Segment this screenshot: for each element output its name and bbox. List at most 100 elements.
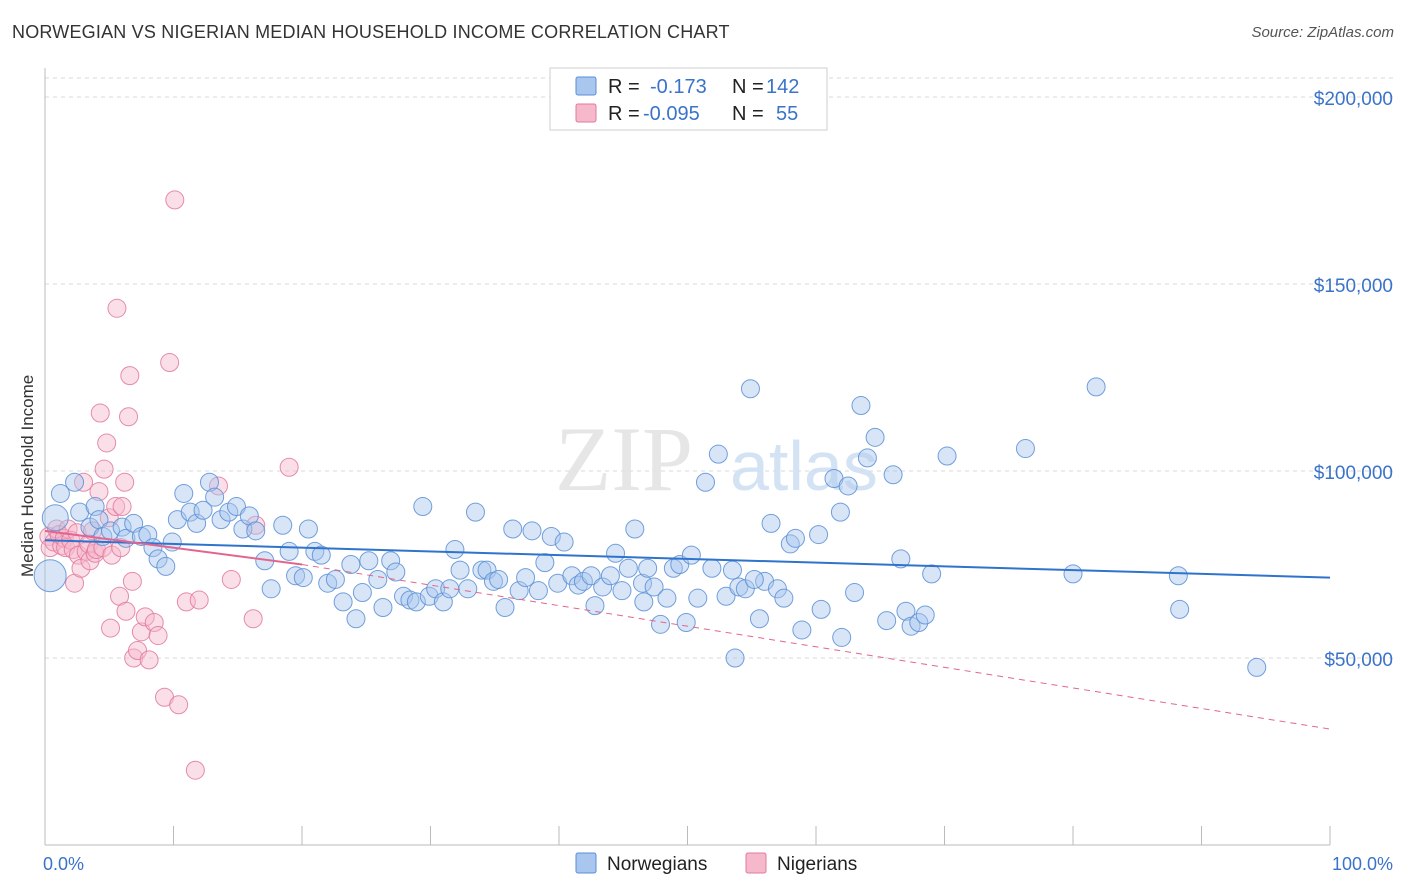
- x-tick-label-0: 0.0%: [43, 854, 84, 874]
- norwegian-point-91: [644, 577, 664, 597]
- norwegian-point-64: [472, 560, 492, 580]
- norwegian-point-45: [346, 609, 366, 629]
- series-legend: Norwegians Nigerians: [575, 852, 857, 875]
- nigerian-point-25: [94, 459, 114, 479]
- norwegian-point-112: [780, 534, 800, 554]
- nigerian-point-36: [116, 601, 136, 621]
- norwegian-point-16: [148, 549, 168, 569]
- norwegian-point-115: [811, 599, 831, 619]
- norwegian-point-135: [1168, 566, 1188, 586]
- norwegian-point-50: [381, 551, 401, 571]
- norwegian-point-68: [495, 598, 515, 618]
- watermark-zip: ZIP: [555, 408, 693, 510]
- nigerian-trend-line: [44, 529, 303, 566]
- norwegian-point-79: [568, 575, 588, 595]
- norwegian-point-77: [554, 532, 574, 552]
- norwegian-point-13: [131, 526, 151, 546]
- nigerian-point-48: [160, 353, 180, 373]
- nigerian-point-31: [107, 298, 127, 318]
- norwegian-point-46: [352, 583, 372, 603]
- norwegian-point-60: [445, 540, 465, 560]
- norwegian-point-35: [279, 541, 299, 561]
- norwegian-trend-line: [44, 539, 1331, 579]
- nigerian-point-39: [122, 571, 142, 591]
- nigerian-point-26: [97, 433, 117, 453]
- norwegian-point-31: [246, 521, 266, 541]
- nigerian-point-35: [115, 472, 135, 492]
- nigerian-point-28: [101, 618, 121, 638]
- axes: [44, 68, 1331, 846]
- norwegian-point-43: [333, 592, 353, 612]
- x-tick-label-1: 100.0%: [1332, 854, 1393, 874]
- norwegian-point-142: [634, 592, 654, 612]
- norwegian-point-75: [541, 526, 561, 546]
- nigerian-point-22: [89, 482, 109, 502]
- norwegian-point-39: [305, 541, 325, 561]
- norwegian-point-136: [1170, 599, 1190, 619]
- nigerian-point-37: [119, 407, 139, 427]
- legend-swatch-norwegians: [575, 76, 597, 96]
- norwegian-point-78: [562, 566, 582, 586]
- y-tick-label-0: $50,000: [1324, 650, 1393, 671]
- bottom-legend-swatch-nigerians: [745, 852, 767, 874]
- norwegian-point-103: [722, 560, 742, 580]
- norwegian-point-62: [458, 579, 478, 599]
- norwegian-point-51: [386, 562, 406, 582]
- norwegian-point-3: [65, 472, 85, 492]
- norwegian-point-40: [311, 545, 331, 565]
- nigerian-point-43: [135, 607, 155, 627]
- norwegian-point-99: [695, 472, 715, 492]
- norwegian-point-125: [891, 549, 911, 569]
- legend-n-value-1: 142: [766, 76, 799, 98]
- norwegian-point-73: [528, 581, 548, 601]
- norwegian-point-71: [516, 568, 536, 588]
- norwegian-point-37: [293, 568, 313, 588]
- norwegian-point-121: [857, 448, 877, 468]
- norwegian-point-101: [708, 444, 728, 464]
- norwegian-point-122: [865, 427, 885, 447]
- legend-r-label-1: R =: [608, 76, 640, 98]
- norwegian-point-111: [774, 588, 794, 608]
- norwegian-point-130: [922, 564, 942, 584]
- norwegian-point-25: [205, 487, 225, 507]
- legend-n-label-1: N =: [732, 76, 764, 98]
- norwegian-point-93: [657, 588, 677, 608]
- bottom-legend-swatch-norwegians: [575, 852, 597, 874]
- norwegian-point-72: [522, 521, 542, 541]
- norwegian-point-24: [199, 472, 219, 492]
- nigerian-point-30: [106, 497, 126, 517]
- norwegian-point-117: [832, 627, 852, 647]
- watermark-atlas: atlas: [730, 427, 878, 505]
- norwegian-point-42: [325, 569, 345, 589]
- norwegian-point-133: [1063, 564, 1083, 584]
- trend-lines: [44, 529, 1331, 730]
- norwegian-point-23: [193, 500, 213, 520]
- norwegian-point-123: [877, 611, 897, 631]
- legend-n-label-2: N =: [732, 103, 764, 125]
- y-tick-labels: $50,000 $100,000 $150,000 $200,000: [1314, 89, 1393, 671]
- y-tick-label-1: $100,000: [1314, 463, 1393, 484]
- norwegian-point-119: [845, 583, 865, 603]
- norwegian-point-96: [676, 612, 696, 632]
- stats-legend: R = -0.173 N = 142 R = -0.095 N = 55: [549, 67, 828, 131]
- norwegian-point-102: [716, 586, 736, 606]
- nigerian-point-34: [112, 497, 132, 517]
- norwegian-point-114: [792, 620, 812, 640]
- norwegian-point-67: [489, 569, 509, 589]
- norwegian-point-107: [749, 609, 769, 629]
- legend-n-value-2: 55: [776, 103, 798, 125]
- norwegian-point-36: [286, 566, 306, 586]
- nigerian-point-56: [243, 609, 263, 629]
- norwegian-point-88: [625, 519, 645, 539]
- norwegian-point-137: [1247, 657, 1267, 677]
- norwegian-point-26: [211, 510, 231, 530]
- norwegian-point-86: [612, 581, 632, 601]
- norwegian-point-34: [273, 515, 293, 535]
- nigerian-point-44: [139, 650, 159, 670]
- norwegian-point-92: [651, 614, 671, 634]
- nigerian-point-57: [279, 457, 299, 477]
- bottom-legend-label-nigerians: Nigerians: [777, 854, 857, 875]
- norwegian-point-106: [740, 379, 760, 399]
- y-axis-title: Median Household Income: [18, 375, 37, 577]
